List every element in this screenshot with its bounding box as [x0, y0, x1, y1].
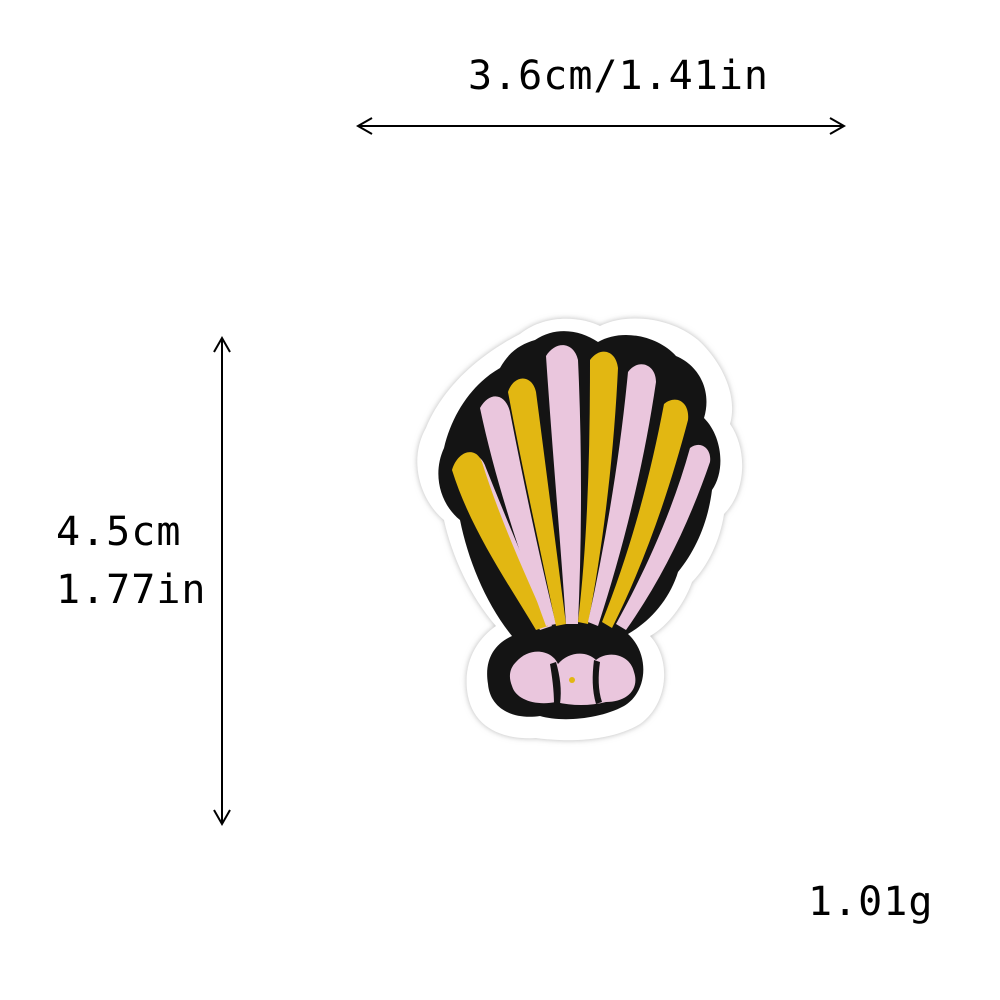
height-cm-label: 4.5cm [56, 509, 182, 555]
height-in-label: 1.77in [56, 567, 207, 613]
width-dimension-label: 3.6cm/1.41in [468, 53, 769, 99]
shell-rays [452, 345, 711, 630]
weight-label: 1.01g [808, 879, 934, 925]
